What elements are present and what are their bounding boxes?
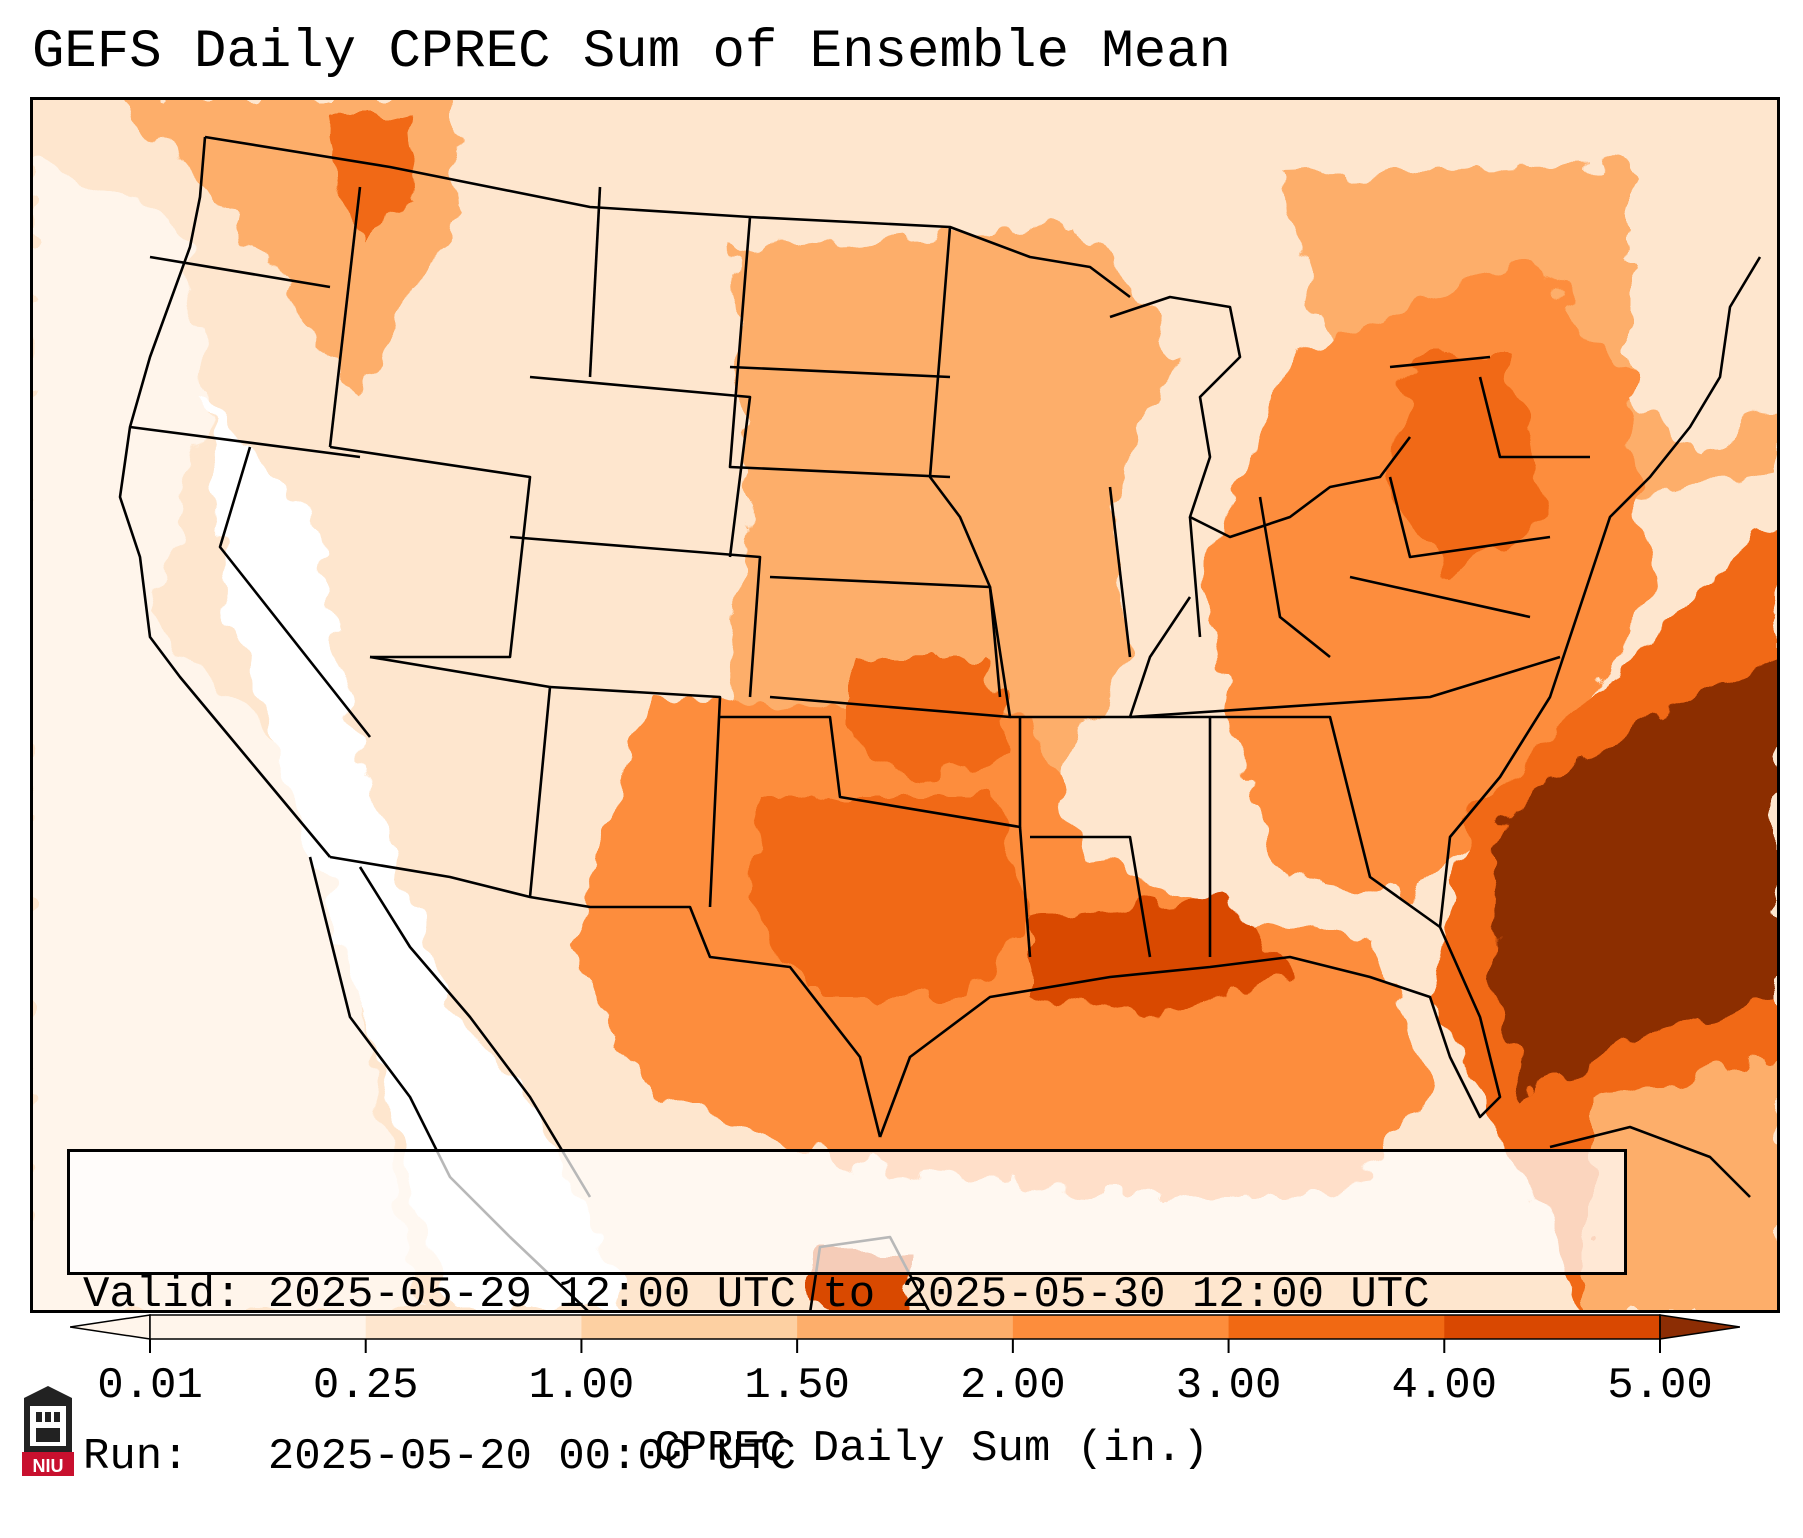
logo-window-1 xyxy=(36,1412,42,1422)
precip-gulf-core xyxy=(1030,897,1290,1017)
border-nm xyxy=(549,685,722,908)
border-mn-ia xyxy=(928,226,1002,698)
precip-ne-core xyxy=(1390,357,1550,577)
coast-cuba xyxy=(1549,1125,1751,1198)
colorbar-ticks xyxy=(149,1339,1661,1353)
colorbar-segment xyxy=(581,1315,798,1339)
border-mt xyxy=(588,186,602,378)
border-in xyxy=(1188,516,1202,638)
valid-time-text: Valid: 2025-05-29 12:00 UTC to 2025-05-3… xyxy=(83,1270,1430,1320)
precipitation-map xyxy=(30,97,1780,1313)
colorbar xyxy=(70,1314,1740,1353)
coast-gulf xyxy=(878,926,1502,1138)
border-wa-or xyxy=(149,255,331,289)
border-co xyxy=(509,535,762,698)
colorbar-extend-min xyxy=(70,1314,151,1340)
border-wy xyxy=(529,375,752,558)
political-borders xyxy=(118,135,1762,1313)
border-mexico xyxy=(329,855,882,1138)
border-il xyxy=(1108,486,1132,658)
border-ny-canada xyxy=(1389,355,1491,369)
colorbar-tick-label: 1.50 xyxy=(744,1361,850,1411)
colorbar-tick-label: 1.00 xyxy=(528,1361,635,1411)
precip-plains xyxy=(730,227,1180,817)
logo-window-2 xyxy=(45,1412,51,1422)
colorbar-segment xyxy=(365,1315,582,1339)
border-ks xyxy=(769,575,1012,719)
border-nv xyxy=(218,446,372,738)
colorbar-segments xyxy=(70,1314,1740,1340)
border-oh xyxy=(1258,496,1331,659)
border-va xyxy=(1349,575,1531,619)
border-ny-ne xyxy=(1478,376,1590,459)
map-frame xyxy=(30,97,1780,1313)
precip-field xyxy=(30,97,1780,1313)
colorbar-segment xyxy=(1012,1315,1230,1339)
border-ok xyxy=(720,715,1022,829)
colorbar-tick-label: 0.25 xyxy=(312,1361,419,1411)
border-ms xyxy=(1030,835,1152,958)
colorbar-tick-label: 5.00 xyxy=(1607,1361,1713,1411)
border-ut xyxy=(329,445,532,659)
border-pa xyxy=(1388,476,1551,559)
coast-west xyxy=(118,136,331,858)
colorbar-tick-label: 3.00 xyxy=(1175,1361,1282,1411)
colorbar-segment xyxy=(150,1315,367,1339)
colorbar-segment xyxy=(1228,1315,1445,1339)
border-dakotas xyxy=(728,216,951,479)
border-mo-ar xyxy=(1010,596,1192,719)
colorbar-label: CPREC Daily Sum (in.) xyxy=(654,1424,1209,1474)
border-tn-nc xyxy=(1129,655,1561,719)
logo-door xyxy=(36,1428,60,1442)
run-time-text: Run: 2025-05-20 00:00 UTC xyxy=(83,1432,796,1482)
precip-east-band xyxy=(1210,257,1650,897)
precip-nw-core xyxy=(330,117,420,247)
colorbar-segment xyxy=(797,1315,1014,1339)
map-title: GEFS Daily CPREC Sum of Ensemble Mean xyxy=(32,22,1231,83)
precip-atlantic-max xyxy=(1490,657,1780,1097)
niu-logo: NIU xyxy=(22,1386,74,1476)
colorbar-tick-label: 2.00 xyxy=(960,1361,1066,1411)
border-ar-la xyxy=(1018,826,1032,958)
colorbar-frame xyxy=(149,1314,1661,1340)
colorbar-extend-max xyxy=(1659,1314,1740,1340)
colorbar-tick-label: 4.00 xyxy=(1391,1361,1498,1411)
border-ga xyxy=(1210,715,1441,929)
precip-caribbean xyxy=(1590,1057,1780,1313)
border-or-ca xyxy=(129,425,361,459)
border-canada-us xyxy=(204,135,1131,299)
border-nd-sd xyxy=(729,365,951,379)
coast-gulf-california xyxy=(358,866,592,1198)
precip-ne-light xyxy=(1630,97,1780,457)
precip-min-southwest xyxy=(200,397,630,1313)
great-lakes-shore xyxy=(1109,295,1412,539)
logo-window-3 xyxy=(54,1412,60,1422)
colorbar-segment xyxy=(1444,1315,1661,1339)
logo-text: NIU xyxy=(33,1456,64,1476)
border-id xyxy=(328,186,362,448)
precip-texas-core xyxy=(750,797,1030,997)
logo-band xyxy=(22,1452,74,1476)
precip-oklahoma-core xyxy=(850,657,1010,777)
valid-run-box: Valid: 2025-05-29 12:00 UTC to 2025-05-3… xyxy=(67,1149,1627,1482)
coast-east xyxy=(1438,256,1762,928)
colorbar-tick-label: 0.01 xyxy=(97,1361,203,1411)
